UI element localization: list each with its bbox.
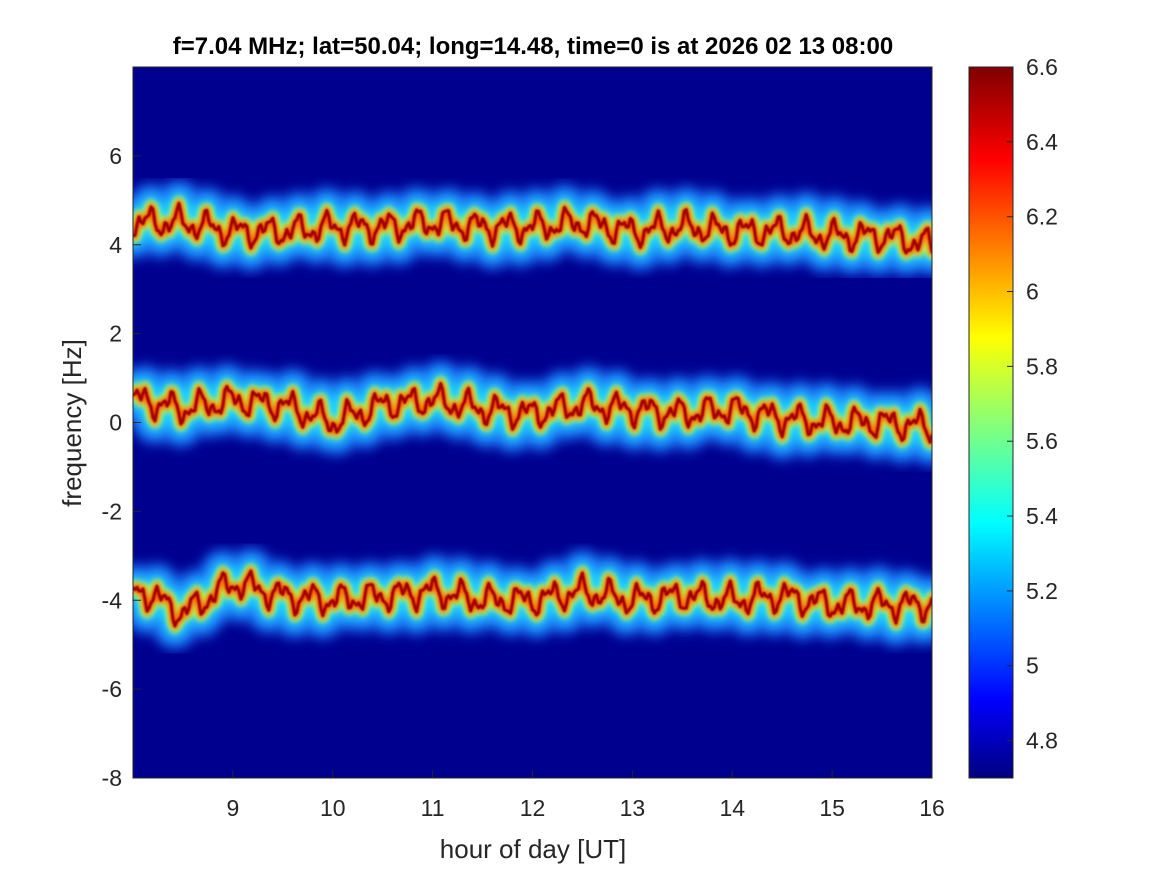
trace-band: [133, 201, 932, 255]
y-tick-label: -8: [102, 765, 122, 791]
trace-band: [133, 569, 932, 628]
y-axis: -8 -6 -4 -2 0 2 4 6: [102, 143, 141, 791]
x-tick-label: 13: [620, 795, 646, 821]
colorbar-tick-label: 4.8: [1026, 728, 1058, 754]
spectrogram-traces: [133, 180, 932, 649]
y-tick-label: 0: [109, 410, 122, 436]
x-tick-label: 14: [719, 795, 745, 821]
chart-title: f=7.04 MHz; lat=50.04; long=14.48, time=…: [173, 33, 893, 60]
x-axis-label: hour of day [UT]: [440, 834, 626, 864]
colorbar-tick-label: 6: [1026, 279, 1039, 305]
spectral-trace: [133, 548, 932, 649]
colorbar-ticks: 4.8 5 5.2 5.4 5.6 5.8 6 6.2 6.4 6.6: [1007, 54, 1058, 754]
colorbar-tick-label: 6.4: [1026, 129, 1058, 155]
trace-band: [133, 382, 932, 444]
y-tick-label: 2: [109, 321, 122, 347]
colorbar-tick-label: 5.4: [1026, 503, 1058, 529]
y-tick-label: 6: [109, 143, 122, 169]
x-tick-label: 9: [226, 795, 239, 821]
y-tick-label: -4: [102, 587, 123, 613]
spectral-trace: [133, 180, 932, 276]
x-tick-label: 15: [819, 795, 845, 821]
x-tick-label: 11: [421, 795, 445, 821]
colorbar-tick-label: 5.6: [1026, 428, 1058, 454]
spectral-trace: [133, 360, 932, 466]
y-tick-label: -2: [102, 498, 122, 524]
y-tick-label: -6: [102, 676, 122, 702]
x-tick-label: 16: [919, 795, 945, 821]
x-tick-label: 10: [320, 795, 346, 821]
colorbar-tick-label: 5: [1026, 653, 1039, 679]
x-axis: 9 10 11 12 13 14 15 16: [226, 770, 945, 821]
colorbar-tick-label: 6.2: [1026, 204, 1058, 230]
x-tick-label: 12: [520, 795, 546, 821]
y-axis-label: frequency [Hz]: [57, 339, 87, 507]
colorbar-tick-label: 5.2: [1026, 578, 1058, 604]
plot-frame: [132, 66, 933, 779]
colorbar: [968, 66, 1014, 779]
y-tick-label: 4: [109, 232, 122, 258]
colorbar-tick-label: 5.8: [1026, 353, 1058, 379]
colorbar-tick-label: 6.6: [1026, 54, 1058, 80]
